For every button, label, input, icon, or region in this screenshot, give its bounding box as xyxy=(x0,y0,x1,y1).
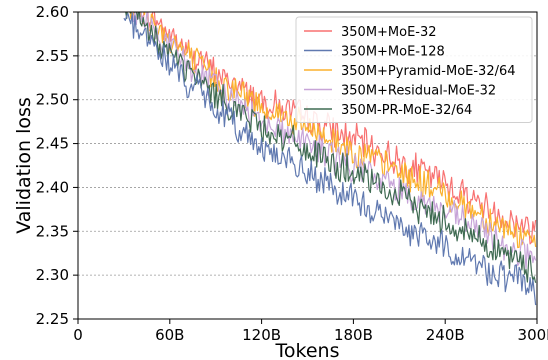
x-tick-label: 300B xyxy=(518,326,548,344)
series-line-2 xyxy=(123,12,537,306)
legend-entry: 350M-PR-MoE-32/64 xyxy=(341,103,472,118)
x-axis: 0 60B 120B 180B 240B 300B xyxy=(73,319,548,344)
y-tick-label: 2.45 xyxy=(36,135,69,153)
plot-frame xyxy=(77,11,538,320)
y-axis-label: Validation loss xyxy=(13,97,35,234)
legend-entry: 350M+Residual-MoE-32 xyxy=(341,84,496,99)
x-axis-label: Tokens xyxy=(275,340,340,360)
series-line-3 xyxy=(129,12,537,249)
x-tick-label: 60B xyxy=(155,326,184,344)
y-tick-label: 2.60 xyxy=(36,3,69,21)
legend-entry: 350M+MoE-32 xyxy=(341,25,437,40)
legend: 350M+MoE-32 350M+MoE-128 350M+Pyramid-MoE-… xyxy=(295,16,533,123)
series-line-5 xyxy=(125,12,537,283)
y-tick-label: 2.25 xyxy=(36,310,69,328)
y-tick-label: 2.30 xyxy=(36,266,69,284)
y-axis: 2.25 2.30 2.35 2.40 2.45 2.50 2.55 2.60 xyxy=(36,3,78,328)
y-tick-label: 2.50 xyxy=(36,91,69,109)
y-tick-label: 2.40 xyxy=(36,178,69,196)
legend-box xyxy=(295,16,533,123)
y-tick-label: 2.55 xyxy=(36,47,69,65)
x-tick-label: 0 xyxy=(73,326,83,344)
legend-entry: 350M+Pyramid-MoE-32/64 xyxy=(341,64,516,79)
x-tick-label: 120B xyxy=(242,326,281,344)
x-tick-label: 240B xyxy=(426,326,465,344)
x-tick-label: 180B xyxy=(334,326,373,344)
legend-entry: 350M+MoE-128 xyxy=(341,45,445,60)
y-tick-label: 2.35 xyxy=(36,222,69,240)
